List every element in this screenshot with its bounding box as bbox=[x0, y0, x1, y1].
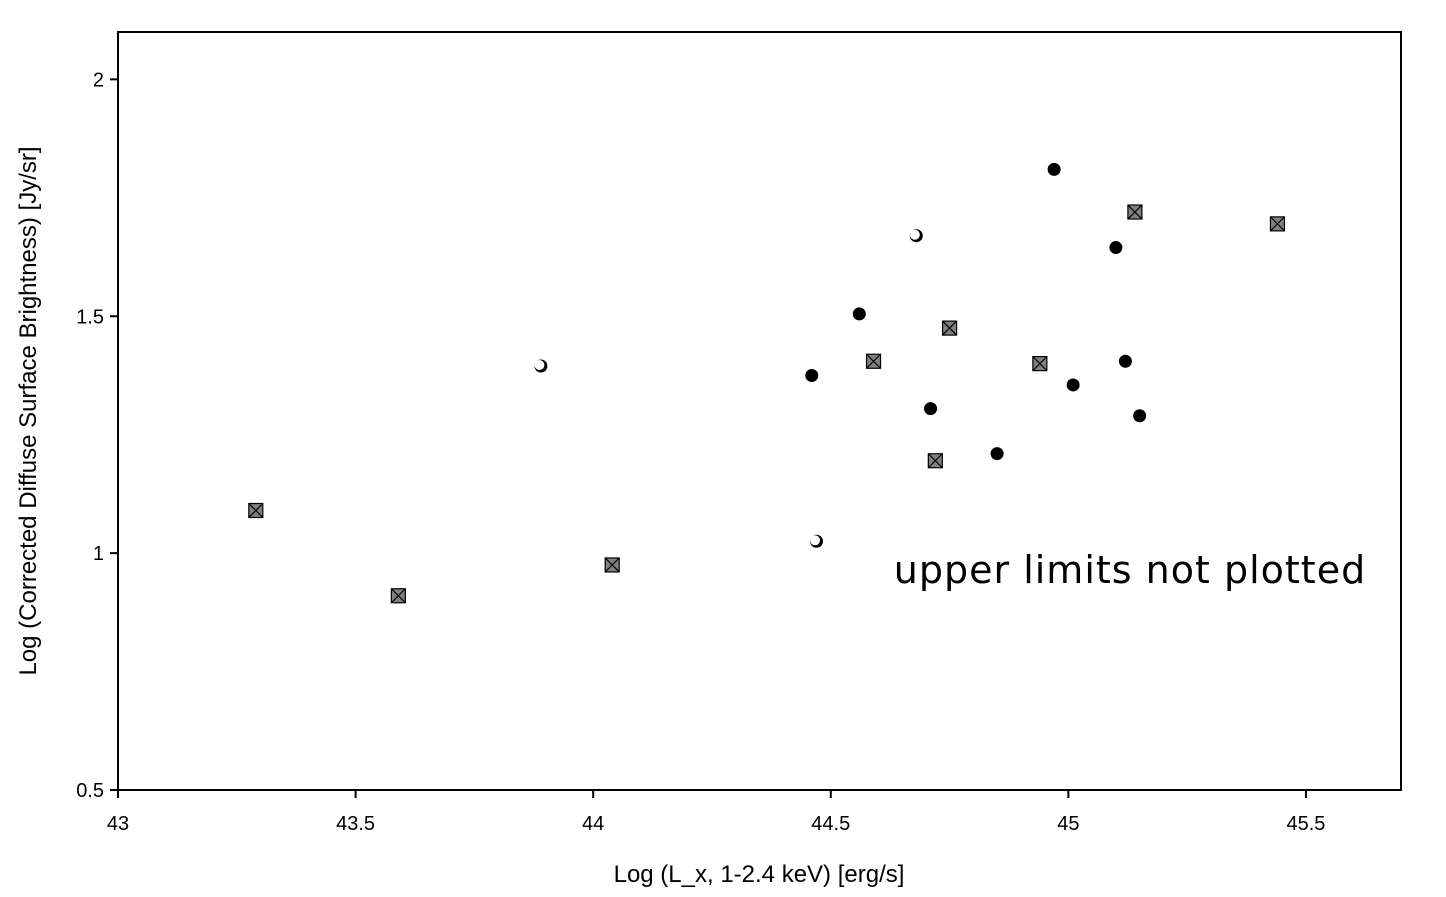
data-point-filled-circle bbox=[1109, 241, 1123, 255]
data-point-open-circle bbox=[534, 359, 548, 373]
data-point-filled-circle bbox=[1133, 409, 1147, 423]
data-point-filled-circle bbox=[990, 447, 1004, 461]
data-point-filled-circle bbox=[805, 368, 819, 382]
data-point-x-square bbox=[927, 453, 943, 469]
y-axis-title: Log (Corrected Diffuse Surface Brightnes… bbox=[15, 146, 42, 675]
data-point-x-square bbox=[865, 353, 882, 369]
data-point-open-circle bbox=[909, 229, 923, 243]
data-points bbox=[248, 162, 1286, 604]
annotation-text: upper limits not plotted bbox=[894, 548, 1366, 592]
data-point-filled-circle bbox=[1047, 162, 1061, 176]
x-tick-label: 44.5 bbox=[811, 813, 850, 835]
data-point-filled-circle bbox=[924, 402, 938, 416]
data-point-filled-circle bbox=[1066, 378, 1080, 392]
data-point-x-square bbox=[941, 320, 958, 336]
data-point-filled-circle bbox=[852, 307, 866, 321]
x-axis-title: Log (L_x, 1-2.4 keV) [erg/s] bbox=[614, 861, 905, 888]
plot-frame bbox=[117, 31, 1402, 791]
x-tick-label: 45 bbox=[1057, 813, 1079, 835]
y-tick-label: 1 bbox=[93, 543, 104, 565]
data-point-x-square bbox=[1032, 356, 1048, 372]
x-axis: 43 43.5 44 44.5 45 45.5 bbox=[107, 790, 1325, 835]
y-tick-label: 1.5 bbox=[76, 306, 104, 328]
data-point-x-square bbox=[390, 588, 406, 604]
data-point-open-circle bbox=[810, 534, 824, 548]
data-point-x-square bbox=[1127, 204, 1143, 220]
data-point-x-square bbox=[1269, 216, 1286, 232]
y-axis: 0.5 1 1.5 2 bbox=[76, 69, 118, 802]
data-point-filled-circle bbox=[1118, 354, 1132, 368]
data-point-x-square bbox=[248, 502, 264, 519]
y-tick-label: 2 bbox=[93, 69, 104, 91]
x-tick-label: 43 bbox=[107, 813, 129, 835]
data-point-x-square bbox=[604, 557, 620, 573]
x-tick-label: 43.5 bbox=[336, 813, 375, 835]
x-tick-label: 45.5 bbox=[1286, 813, 1325, 835]
y-tick-label: 0.5 bbox=[76, 780, 104, 802]
x-tick-label: 44 bbox=[582, 813, 604, 835]
